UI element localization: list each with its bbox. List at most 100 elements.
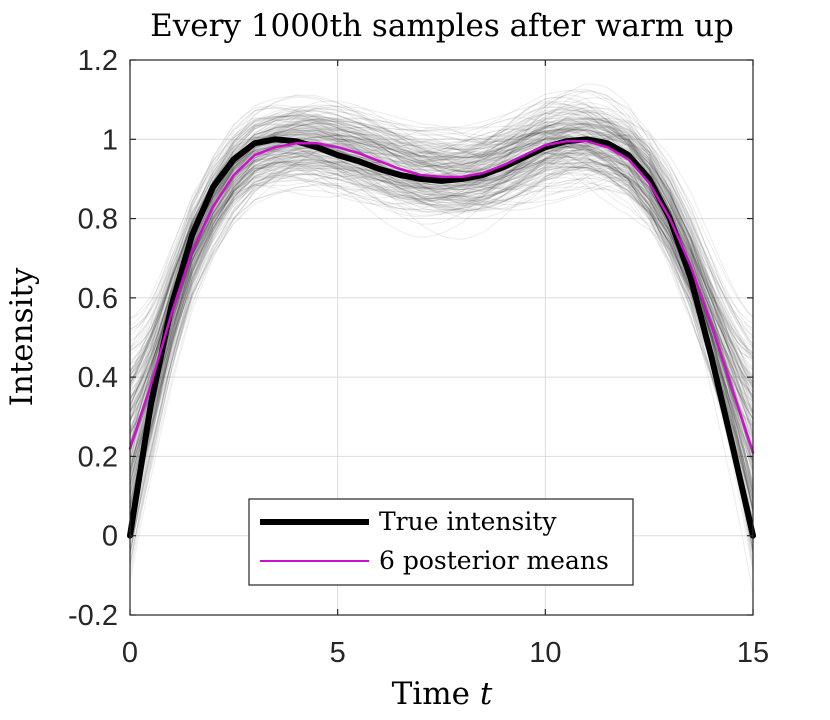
posterior-sample-line: [129, 111, 754, 384]
posterior-sample-line: [129, 153, 754, 566]
posterior-sample-line: [129, 135, 754, 519]
y-tick-label: 0.4: [78, 362, 118, 394]
posterior-sample-line: [129, 128, 754, 502]
posterior-sample-line: [129, 121, 754, 349]
posterior-sample-line: [129, 122, 754, 536]
x-tick-label: 15: [737, 637, 769, 669]
legend: True intensity 6 posterior means: [248, 498, 634, 586]
posterior-sample-line: [129, 146, 754, 573]
posterior-sample-line: [129, 109, 754, 435]
posterior-sample-line: [129, 101, 754, 401]
posterior-sample-line: [129, 151, 754, 499]
posterior-sample-line: [129, 147, 754, 512]
series-line-posterior-mean: [128, 140, 755, 454]
posterior-sample-line: [129, 118, 754, 493]
posterior-sample-line: [129, 113, 754, 386]
posterior-sample-line: [129, 114, 754, 332]
posterior-sample-line: [129, 140, 754, 554]
posterior-sample-line: [129, 111, 754, 519]
posterior-sample-line: [129, 146, 754, 480]
posterior-sample-line: [129, 139, 754, 500]
posterior-sample-line: [129, 116, 754, 515]
posterior-sample-line: [129, 166, 754, 495]
posterior-sample-line: [129, 117, 754, 471]
posterior-sample-line: [129, 116, 754, 437]
posterior-sample-line: [129, 119, 754, 414]
chart-title: Every 1000th samples after warm up: [150, 8, 734, 44]
posterior-sample-line: [129, 134, 754, 506]
posterior-sample-line: [129, 90, 754, 419]
posterior-sample-line: [129, 168, 754, 501]
posterior-sample-line: [129, 107, 754, 402]
posterior-sample-line: [129, 152, 754, 501]
posterior-sample-line: [129, 138, 754, 387]
posterior-sample-line: [129, 127, 754, 460]
posterior-sample-line: [129, 152, 754, 445]
posterior-sample-line: [129, 132, 754, 506]
x-tick-label: 5: [330, 637, 346, 669]
posterior-sample-line: [129, 146, 754, 541]
series-layer: [127, 136, 756, 539]
posterior-sample-line: [129, 108, 754, 387]
posterior-sample-line: [129, 154, 754, 539]
posterior-sample-line: [129, 149, 754, 449]
posterior-sample-line: [129, 88, 754, 498]
posterior-sample-line: [129, 145, 754, 522]
posterior-sample-line: [129, 148, 754, 501]
posterior-sample-line: [129, 165, 754, 566]
posterior-sample-line: [129, 150, 754, 518]
posterior-sample-line: [129, 122, 754, 514]
posterior-sample-line: [129, 144, 754, 491]
posterior-sample-line: [129, 149, 754, 383]
posterior-sample-line: [129, 162, 754, 500]
posterior-sample-line: [129, 120, 754, 364]
posterior-sample-line: [129, 109, 754, 414]
posterior-sample-line: [129, 130, 754, 553]
posterior-sample-line: [129, 127, 754, 460]
posterior-sample-line: [129, 110, 754, 492]
posterior-sample-line: [129, 152, 754, 569]
posterior-sample-line: [129, 83, 754, 383]
posterior-sample-line: [129, 149, 754, 475]
posterior-sample-line: [129, 156, 754, 555]
posterior-sample-line: [129, 96, 754, 486]
posterior-sample-line: [129, 146, 754, 427]
posterior-sample-line: [129, 174, 754, 492]
posterior-sample-line: [129, 126, 754, 420]
posterior-sample-line: [129, 114, 754, 384]
posterior-sample-line: [129, 145, 754, 483]
posterior-sample-line: [129, 112, 754, 393]
legend-label-posterior-means: 6 posterior means: [379, 546, 609, 575]
posterior-sample-line: [129, 100, 754, 405]
posterior-sample-line: [129, 110, 754, 521]
posterior-sample-line: [129, 142, 754, 464]
posterior-sample-line: [129, 159, 754, 437]
posterior-sample-line: [129, 105, 754, 436]
y-axis-label: Intensity: [4, 267, 40, 406]
posterior-sample-line: [129, 124, 754, 439]
posterior-sample-line: [129, 156, 754, 506]
posterior-sample-line: [129, 114, 754, 361]
posterior-sample-line: [129, 164, 754, 509]
posterior-sample-line: [129, 155, 754, 583]
posterior-sample-line: [129, 128, 754, 541]
posterior-sample-line: [129, 129, 754, 533]
posterior-sample-line: [129, 152, 754, 482]
posterior-sample-line: [129, 143, 754, 513]
posterior-sample-line: [129, 155, 754, 552]
posterior-sample-line: [129, 166, 754, 471]
y-tick-label: 0.8: [78, 204, 118, 236]
posterior-sample-line: [129, 140, 754, 485]
y-tick-label: 0: [102, 521, 118, 553]
legend-label-true-intensity: True intensity: [379, 507, 557, 536]
posterior-sample-line: [129, 100, 754, 492]
x-axis-label-var: t: [480, 676, 493, 712]
posterior-sample-line: [129, 141, 754, 552]
posterior-sample-line: [129, 136, 754, 436]
x-tick-label: 0: [122, 637, 138, 669]
posterior-sample-line: [129, 136, 754, 519]
posterior-sample-line: [129, 142, 754, 541]
posterior-sample-line: [129, 106, 754, 475]
legend-box: [248, 498, 634, 586]
posterior-sample-line: [129, 152, 754, 488]
